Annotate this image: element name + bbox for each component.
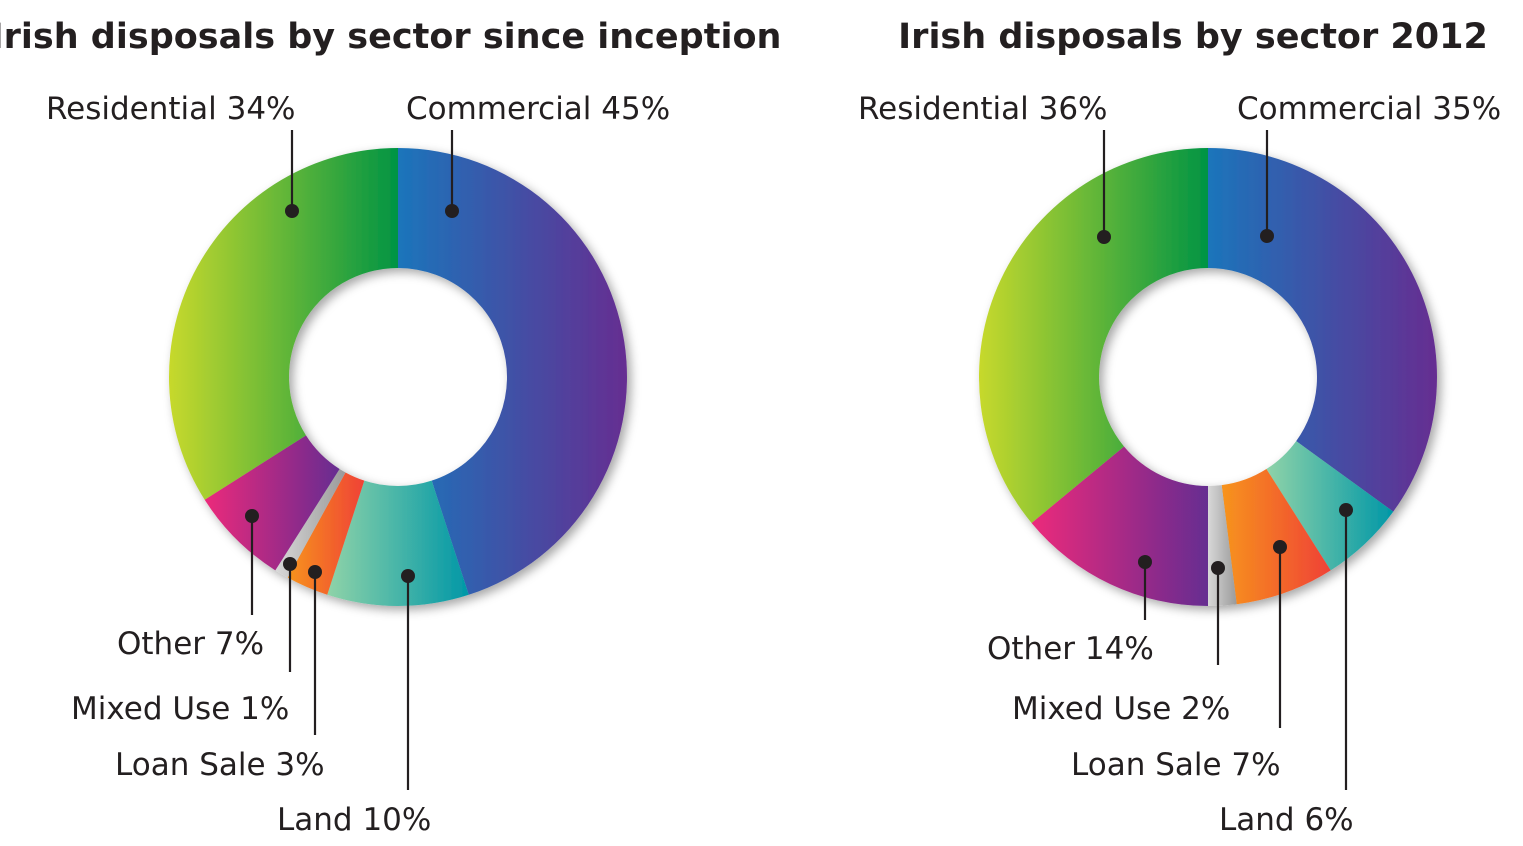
slice-label-loan-sale: Loan Sale 3% xyxy=(115,747,325,783)
leader-dot-mixed-use xyxy=(1211,561,1225,575)
donut-slices-2012 xyxy=(978,148,1437,606)
slice-residential xyxy=(978,148,1208,523)
chart-title-2012: Irish disposals by sector 2012 xyxy=(898,17,1488,57)
donut-chart-2012: Irish disposals by sector 2012 Commercia… xyxy=(858,17,1501,838)
slice-other xyxy=(204,435,340,571)
slice-commercial xyxy=(1208,148,1437,512)
leader-dot-commercial xyxy=(445,204,459,218)
slice-label-land: Land 10% xyxy=(277,802,431,838)
leader-lines-since-inception xyxy=(245,130,459,790)
slice-label-mixed-use: Mixed Use 1% xyxy=(71,691,289,727)
slice-label-commercial: Commercial 35% xyxy=(1237,91,1501,127)
slice-label-commercial: Commercial 45% xyxy=(406,91,670,127)
slice-label-other: Other 7% xyxy=(117,626,264,662)
slice-residential xyxy=(169,148,398,500)
slice-label-other: Other 14% xyxy=(987,631,1154,667)
slice-mixed-use xyxy=(1208,485,1237,606)
slice-label-land: Land 6% xyxy=(1219,802,1354,838)
slice-label-mixed-use: Mixed Use 2% xyxy=(1012,691,1230,727)
slice-label-residential: Residential 34% xyxy=(46,91,296,127)
chart-title-since-inception: Irish disposals by sector since inceptio… xyxy=(0,17,781,57)
slice-other xyxy=(1031,446,1208,606)
slice-labels-2012: Commercial 35% Land 6% Loan Sale 7% Mixe… xyxy=(858,91,1501,838)
leader-dot-commercial xyxy=(1260,229,1274,243)
donut-chart-since-inception: Irish disposals by sector since inceptio… xyxy=(0,17,781,838)
donut-slices-since-inception xyxy=(169,148,627,606)
leader-dot-loan-sale xyxy=(308,565,322,579)
leader-dot-other xyxy=(245,509,259,523)
slice-loan-sale xyxy=(1221,469,1331,605)
slice-commercial xyxy=(398,148,627,595)
slice-loan-sale xyxy=(287,472,365,595)
leader-dot-land xyxy=(401,569,415,583)
leader-dot-mixed-use xyxy=(283,557,297,571)
slice-label-loan-sale: Loan Sale 7% xyxy=(1071,747,1281,783)
slice-labels-since-inception: Commercial 45% Land 10% Loan Sale 3% Mix… xyxy=(46,91,670,838)
slice-land xyxy=(1266,441,1394,571)
slice-mixed-use xyxy=(275,469,346,578)
leader-dot-land xyxy=(1339,503,1353,517)
slice-land xyxy=(327,480,469,606)
leader-dot-residential xyxy=(285,204,299,218)
slice-label-residential: Residential 36% xyxy=(858,91,1108,127)
leader-dot-other xyxy=(1138,555,1152,569)
leader-dot-loan-sale xyxy=(1273,540,1287,554)
leader-lines-2012 xyxy=(1097,130,1353,790)
leader-dot-residential xyxy=(1097,230,1111,244)
